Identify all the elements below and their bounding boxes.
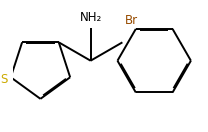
Text: S: S: [0, 73, 8, 86]
Text: NH₂: NH₂: [79, 11, 102, 24]
Text: Br: Br: [125, 15, 138, 27]
